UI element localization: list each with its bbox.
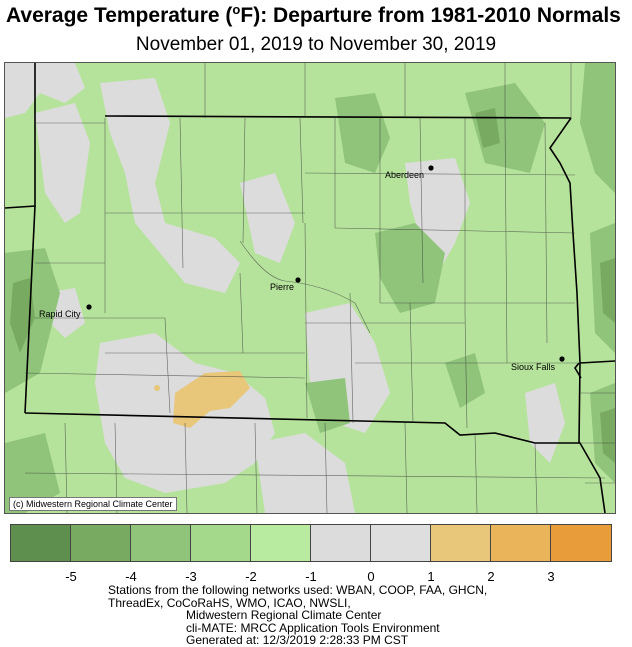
footer-line: Generated at: 12/3/2019 2:28:33 PM CST — [186, 633, 409, 647]
legend-swatch — [71, 525, 131, 561]
rapid-city-dot — [86, 304, 92, 310]
rapid-city-label: Rapid City — [39, 309, 81, 319]
color-legend — [10, 524, 612, 562]
footer-line: Midwestern Regional Climate Center — [186, 608, 382, 622]
legend-tick-label: -3 — [185, 569, 197, 584]
legend-tick-label: 2 — [487, 569, 495, 584]
legend-swatch — [371, 525, 431, 561]
temperature-departure-map: Aberdeen Pierre Rapid City Sioux Falls (… — [4, 62, 616, 514]
map-title: Average Temperature (oF): Departure from… — [6, 2, 621, 27]
legend-swatch — [551, 525, 611, 561]
warm-area — [173, 371, 250, 428]
legend-swatch — [491, 525, 551, 561]
legend-swatch — [11, 525, 71, 561]
footer-line: ThreadEx, CoCoRaHS, WMO, ICAO, NWSLI, — [108, 595, 351, 610]
pierre-label: Pierre — [270, 282, 294, 292]
legend-swatch — [311, 525, 371, 561]
city-markers: Aberdeen Pierre Rapid City Sioux Falls — [39, 165, 565, 372]
footer-notes: Stations from the following networks use… — [108, 584, 487, 647]
map-canvas: Aberdeen Pierre Rapid City Sioux Falls — [5, 63, 615, 513]
legend-tick-label: 1 — [427, 569, 435, 584]
legend-tick-label: -1 — [305, 569, 317, 584]
copyright-credit: (c) Midwestern Regional Climate Center — [9, 497, 177, 511]
warm-spot — [154, 385, 160, 391]
footer-line: Stations from the following networks use… — [108, 583, 488, 597]
legend-tick-label: -2 — [245, 569, 257, 584]
pierre-dot — [295, 277, 301, 283]
legend-tick-label: -4 — [125, 569, 137, 584]
date-range-subtitle: November 01, 2019 to November 30, 2019 — [135, 34, 497, 55]
legend-tick-label: 3 — [547, 569, 555, 584]
legend-swatch — [431, 525, 491, 561]
legend-tick-label: 0 — [367, 569, 375, 584]
sioux-falls-dot — [559, 356, 565, 362]
county-lines — [24, 63, 615, 513]
legend-swatch — [251, 525, 311, 561]
aberdeen-dot — [428, 165, 434, 171]
state-borders — [5, 63, 615, 513]
legend-swatch — [191, 525, 251, 561]
legend-swatch — [131, 525, 191, 561]
sioux-falls-label: Sioux Falls — [511, 362, 556, 372]
legend-tick-label: -5 — [65, 569, 77, 584]
aberdeen-label: Aberdeen — [385, 170, 424, 180]
legend-ticks: -5 -4 -3 -2 -1 0 1 2 3 — [0, 569, 632, 587]
footer-line: cli-MATE: MRCC Application Tools Environ… — [186, 620, 440, 635]
